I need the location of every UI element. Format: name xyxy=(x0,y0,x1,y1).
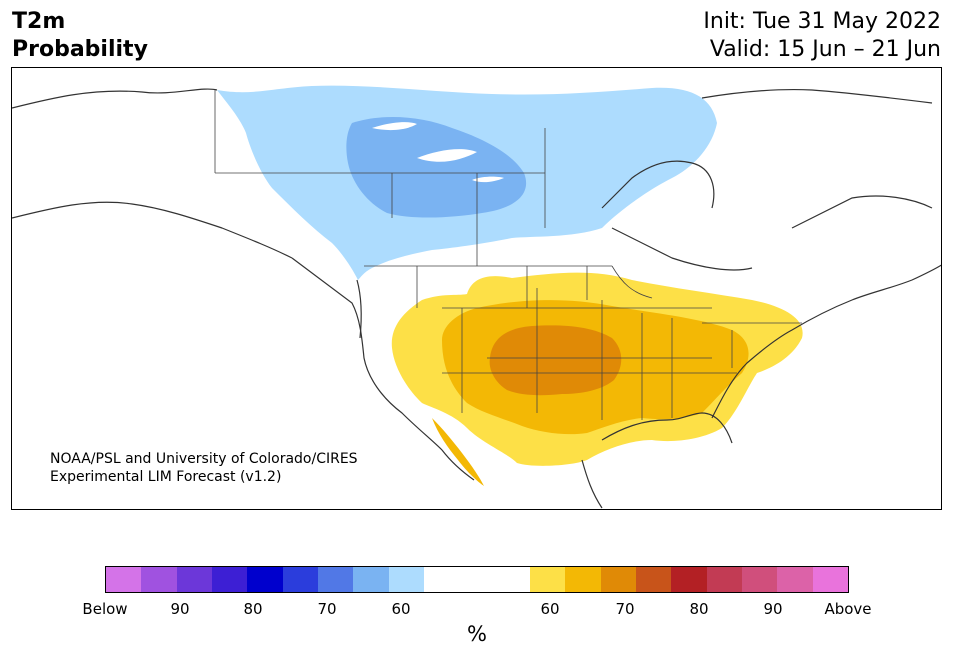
colorbar-segment xyxy=(106,567,142,592)
title-line-2: Probability xyxy=(12,37,148,62)
map-panel: NOAA/PSL and University of Colorado/CIRE… xyxy=(11,67,942,510)
credit-text: NOAA/PSL and University of Colorado/CIRE… xyxy=(50,450,358,486)
colorbar-segment xyxy=(282,567,318,592)
colorbar-segment xyxy=(671,567,707,592)
probability-colorbar xyxy=(105,566,849,593)
credit-line-1: NOAA/PSL and University of Colorado/CIRE… xyxy=(50,451,358,467)
colorbar-tick-label: 60 xyxy=(391,600,411,618)
above-normal-region-dark xyxy=(489,325,622,396)
coastlines xyxy=(12,88,941,509)
colorbar-segment xyxy=(317,567,354,592)
canadian-lake xyxy=(372,122,417,131)
colorbar-segment xyxy=(565,567,601,592)
colorbar-segment xyxy=(211,567,248,592)
above-normal-region-baja xyxy=(432,418,484,486)
colorbar-segment xyxy=(635,567,672,592)
colorbar-tick-label: Above xyxy=(824,600,872,618)
init-date: Init: Tue 31 May 2022 xyxy=(703,9,941,34)
colorbar-tick-label: 90 xyxy=(170,600,190,618)
colorbar-segment xyxy=(176,567,212,592)
valid-range: Valid: 15 Jun – 21 Jun xyxy=(709,37,941,62)
colorbar-segment xyxy=(529,567,566,592)
colorbar-tick-label: 60 xyxy=(540,600,560,618)
map-title: T2m Probability xyxy=(12,8,148,64)
political-borders xyxy=(214,90,802,420)
colorbar-tick-label: 70 xyxy=(615,600,635,618)
colorbar-tick-label: 80 xyxy=(243,600,263,618)
title-line-1: T2m xyxy=(12,9,66,34)
canadian-lake xyxy=(472,176,504,183)
colorbar-segment xyxy=(388,567,424,592)
colorbar-segment xyxy=(141,567,177,592)
colorbar-tick-label: 70 xyxy=(317,600,337,618)
below-normal-region-mid xyxy=(346,116,527,218)
canadian-lake xyxy=(417,149,477,162)
colorbar-tick-label: 80 xyxy=(689,600,709,618)
colorbar-segment xyxy=(812,567,848,592)
date-info: Init: Tue 31 May 2022 Valid: 15 Jun – 21… xyxy=(703,8,941,64)
colorbar-segment xyxy=(423,567,530,592)
colorbar-unit: % xyxy=(467,622,487,646)
probability-map xyxy=(12,85,941,509)
colorbar-segment xyxy=(353,567,389,592)
colorbar-tick-label: 90 xyxy=(763,600,783,618)
colorbar-segment xyxy=(247,567,283,592)
colorbar-segment xyxy=(741,567,778,592)
colorbar-tick-label: Below xyxy=(82,600,128,618)
colorbar-segment xyxy=(777,567,813,592)
credit-line-2: Experimental LIM Forecast (v1.2) xyxy=(50,469,282,485)
colorbar-segment xyxy=(706,567,742,592)
colorbar-segment xyxy=(600,567,636,592)
